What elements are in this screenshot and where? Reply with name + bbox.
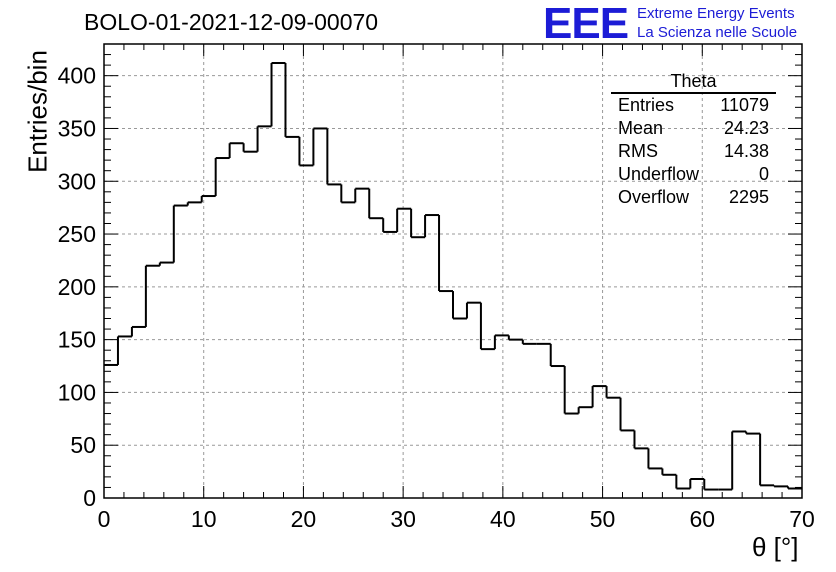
- x-tick-label: 20: [291, 506, 317, 532]
- y-tick-label: 250: [58, 221, 96, 247]
- y-tick-label: 300: [58, 168, 96, 194]
- logo-line-1: Extreme Energy Events: [637, 5, 795, 22]
- x-tick-label: 30: [390, 506, 416, 532]
- stats-row-rms: RMS 14.38: [611, 140, 776, 163]
- y-tick-label: 100: [58, 379, 96, 405]
- x-tick-label: 50: [590, 506, 616, 532]
- stats-value: 11079: [720, 95, 769, 115]
- x-tick-label: 70: [789, 506, 815, 532]
- x-tick-label: 10: [191, 506, 217, 532]
- y-tick-label: 400: [58, 63, 96, 89]
- stats-label: RMS: [618, 141, 658, 161]
- stats-label: Overflow: [618, 187, 690, 207]
- stats-row-entries: Entries 11079: [611, 94, 776, 117]
- stats-label: Underflow: [618, 164, 700, 184]
- stats-row-mean: Mean 24.23: [611, 117, 776, 140]
- eee-logo-text: Extreme Energy Events La Scienza nelle S…: [637, 4, 797, 42]
- x-axis-label: θ [°]: [752, 532, 799, 562]
- stats-label: Mean: [618, 118, 664, 138]
- stats-title: Theta: [611, 71, 776, 94]
- stats-box: Theta Entries 11079 Mean 24.23 RMS 14.38 Un…: [611, 71, 776, 209]
- stats-value: 2295: [728, 187, 769, 207]
- stats-row-underflow: Underflow 0: [611, 163, 776, 186]
- y-tick-label: 350: [58, 115, 96, 141]
- run-title: BOLO-01-2021-12-09-00070: [84, 9, 379, 35]
- stats-value: 14.38: [723, 141, 769, 161]
- x-tick-label: 0: [98, 506, 111, 532]
- y-tick-label: 50: [70, 432, 96, 458]
- plot-frame: [103, 43, 803, 499]
- y-tick-label: 200: [58, 274, 96, 300]
- stats-value: 24.23: [723, 118, 769, 138]
- stats-value: 0: [758, 164, 769, 184]
- y-tick-label: 150: [58, 327, 96, 353]
- y-tick-label: 0: [83, 485, 96, 511]
- stats-label: Entries: [618, 95, 675, 115]
- x-tick-label: 40: [490, 506, 516, 532]
- stats-row-overflow: Overflow 2295: [611, 186, 776, 209]
- eee-logo: EEE: [543, 0, 629, 48]
- logo-line-2: La Scienza nelle Scuole: [637, 24, 798, 41]
- y-axis-label: Entries/bin: [22, 50, 53, 173]
- x-tick-label: 60: [689, 506, 715, 532]
